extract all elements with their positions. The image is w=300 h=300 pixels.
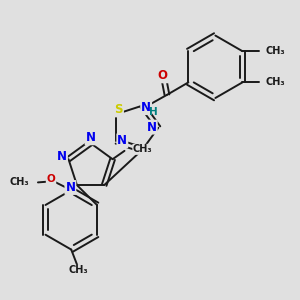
Text: CH₃: CH₃ (69, 266, 88, 275)
Text: CH₃: CH₃ (133, 144, 152, 154)
Text: N: N (85, 131, 96, 144)
Text: H: H (149, 106, 158, 116)
Text: N: N (141, 101, 151, 114)
Text: N: N (117, 134, 127, 147)
Text: O: O (158, 69, 167, 82)
Text: CH₃: CH₃ (10, 177, 30, 188)
Text: N: N (147, 121, 157, 134)
Text: N: N (57, 150, 67, 163)
Text: S: S (115, 103, 123, 116)
Text: CH₃: CH₃ (265, 77, 285, 87)
Text: N: N (65, 181, 75, 194)
Text: O: O (46, 174, 56, 184)
Text: CH₃: CH₃ (265, 46, 285, 56)
